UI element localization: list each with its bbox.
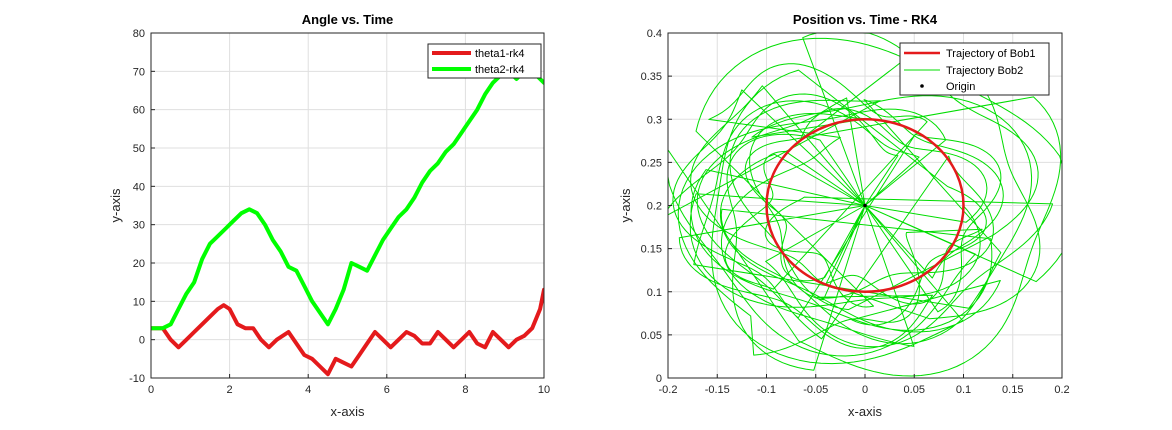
plot-area-left — [151, 33, 544, 378]
series-right — [668, 33, 1062, 377]
x-tick-label-left-0: 0 — [148, 384, 154, 396]
legend-label-theta1: theta1-rk4 — [475, 48, 525, 60]
y-tick-label-right-0: 0 — [656, 373, 662, 385]
x-tick-label-right-2: -0.1 — [757, 384, 776, 396]
legend-label-bob1: Trajectory of Bob1 — [946, 48, 1035, 60]
legend-label-theta2: theta2-rk4 — [475, 64, 525, 76]
series-line-theta2-rk4 — [151, 69, 544, 331]
x-tick-label-left-5: 10 — [538, 384, 550, 396]
y-tick-label-right-1: 0.05 — [641, 330, 662, 342]
x-axis-label-left: x-axis — [331, 404, 365, 419]
chart-position-vs-time: -0.2 -0.15 -0.1 -0.05 0 0.05 0.1 0.15 0.2 0 0.05 0.… — [618, 12, 1070, 419]
y-axis-label-right: y-axis — [618, 188, 633, 222]
y-tick-label-left-1: 0 — [139, 335, 145, 347]
y-tick-label-right-4: 0.2 — [647, 201, 662, 213]
y-tick-label-left-0: -10 — [129, 373, 145, 385]
x-tick-label-left-3: 6 — [384, 384, 390, 396]
y-tick-label-left-8: 70 — [133, 66, 145, 78]
origin-point — [863, 203, 867, 208]
legend-swatch-origin — [920, 84, 924, 88]
x-tick-label-left-1: 2 — [227, 384, 233, 396]
y-tick-label-right-2: 0.1 — [647, 287, 662, 299]
legend-left: theta1-rk4 theta2-rk4 — [427, 43, 542, 79]
y-tick-label-left-7: 60 — [133, 105, 145, 117]
chart-title-left: Angle vs. Time — [302, 12, 394, 27]
x-tick-label-right-5: 0.05 — [904, 384, 925, 396]
y-tick-label-right-5: 0.25 — [641, 157, 662, 169]
y-tick-label-right-8: 0.4 — [647, 28, 662, 40]
legend-label-origin: Origin — [946, 81, 975, 93]
y-tick-label-left-5: 40 — [133, 181, 145, 193]
x-tick-label-right-3: -0.05 — [803, 384, 828, 396]
x-axis-label-right: x-axis — [848, 404, 882, 419]
series-line-trajectory-bob2 — [668, 33, 1062, 377]
legend-box-left — [427, 43, 542, 79]
y-tick-label-right-6: 0.3 — [647, 114, 662, 126]
x-tick-label-right-7: 0.15 — [1002, 384, 1023, 396]
legend-box-right — [899, 42, 1050, 96]
y-tick-label-left-2: 10 — [133, 296, 145, 308]
chart-title-right: Position vs. Time - RK4 — [793, 12, 938, 27]
x-tick-label-right-8: 0.2 — [1054, 384, 1069, 396]
legend-label-bob2: Trajectory Bob2 — [946, 65, 1023, 77]
y-axis-label-left: y-axis — [108, 188, 123, 222]
x-tick-label-right-1: -0.15 — [705, 384, 730, 396]
y-tick-label-right-3: 0.15 — [641, 244, 662, 256]
axes-box-left — [150, 32, 545, 379]
series-line-theta1-rk4 — [151, 287, 544, 377]
legend-right: Trajectory of Bob1 Trajectory Bob2 Origi… — [899, 42, 1050, 96]
y-tick-label-left-4: 30 — [133, 220, 145, 232]
y-tick-label-left-6: 50 — [133, 143, 145, 155]
x-tick-label-left-2: 4 — [305, 384, 311, 396]
x-tick-label-right-4: 0 — [862, 384, 868, 396]
series-left — [151, 69, 544, 377]
y-tick-label-left-9: 80 — [133, 28, 145, 40]
ticks-right: -0.2 -0.15 -0.1 -0.05 0 0.05 0.1 0.15 0.2 0 0.05 0.… — [641, 28, 1070, 396]
x-tick-label-right-0: -0.2 — [659, 384, 678, 396]
y-tick-label-right-7: 0.35 — [641, 71, 662, 83]
y-tick-label-left-3: 20 — [133, 258, 145, 270]
x-tick-label-right-6: 0.1 — [956, 384, 971, 396]
x-tick-label-left-4: 8 — [462, 384, 468, 396]
series-line-trajectory-bob1 — [765, 118, 965, 293]
